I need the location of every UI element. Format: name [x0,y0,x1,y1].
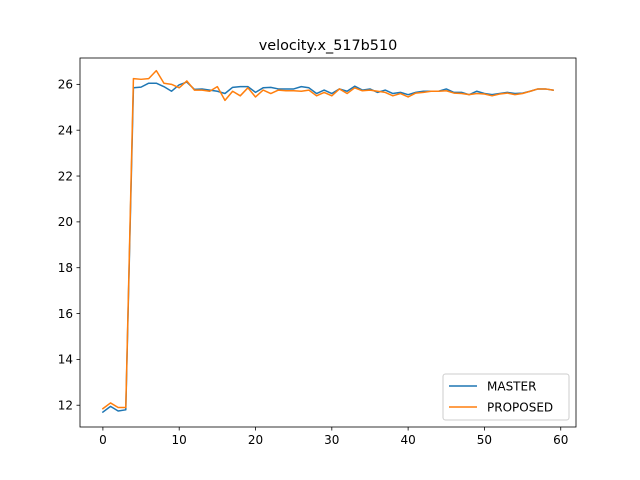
series-line-master [101,81,554,414]
series-line-proposed [101,69,554,410]
x-tick-label: 20 [248,433,263,447]
legend-label-master: MASTER [487,379,536,393]
x-tick-label: 50 [477,433,492,447]
legend: MASTER PROPOSED [442,373,570,421]
x-tick-label: 0 [99,433,107,447]
y-tick-label: 24 [58,123,73,137]
y-tick-label: 26 [58,78,73,92]
x-tick-label: 60 [553,433,568,447]
series-layer [101,69,554,414]
y-tick-label: 18 [58,261,73,275]
chart-title: velocity.x_517b510 [259,38,398,54]
x-axis: 0 10 20 30 40 50 60 [99,427,568,447]
y-tick-label: 12 [58,399,73,413]
axes-frame [79,57,577,428]
y-tick-label: 22 [58,169,73,183]
x-tick-label: 10 [172,433,187,447]
y-axis: 12 14 16 18 20 22 24 26 [58,78,80,413]
y-tick-label: 14 [58,353,73,367]
x-tick-label: 30 [324,433,339,447]
y-tick-label: 16 [58,307,73,321]
legend-label-proposed: PROPOSED [487,400,553,414]
x-tick-label: 40 [400,433,415,447]
y-tick-label: 20 [58,215,73,229]
